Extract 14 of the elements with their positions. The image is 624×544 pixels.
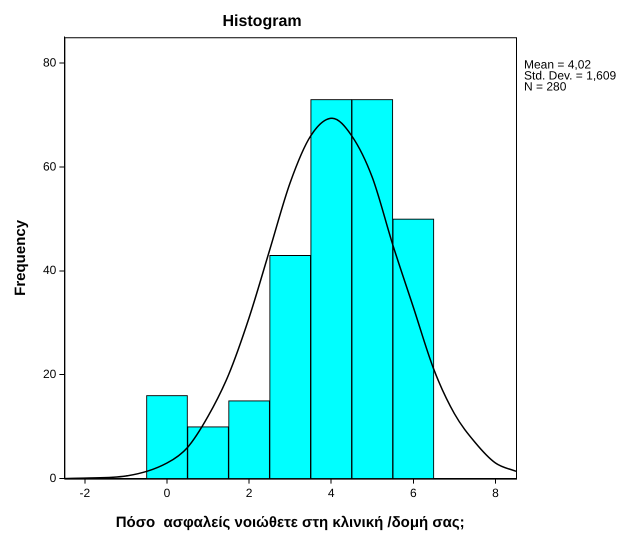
x-axis-title: Πόσο ασφαλείς νοιώθετε στη κλινική /δομή σας; [116, 514, 465, 532]
y-tick-label: 80 [42, 55, 57, 70]
x-tick-label: 6 [410, 486, 418, 500]
x-tick-label: 0 [164, 486, 171, 500]
x-tick-label: 4 [328, 486, 335, 500]
y-tick-label: 60 [42, 159, 57, 174]
x-tick-label: 8 [492, 486, 500, 500]
y-tick-label: 20 [42, 367, 57, 382]
y-tick-label: 40 [42, 263, 57, 278]
y-tick-label: 0 [50, 470, 57, 485]
x-tick-label: -2 [80, 486, 91, 500]
x-tick-label: 2 [246, 486, 253, 500]
chart-title: Histogram [222, 13, 302, 30]
y-axis-title: Frequency [12, 219, 30, 296]
